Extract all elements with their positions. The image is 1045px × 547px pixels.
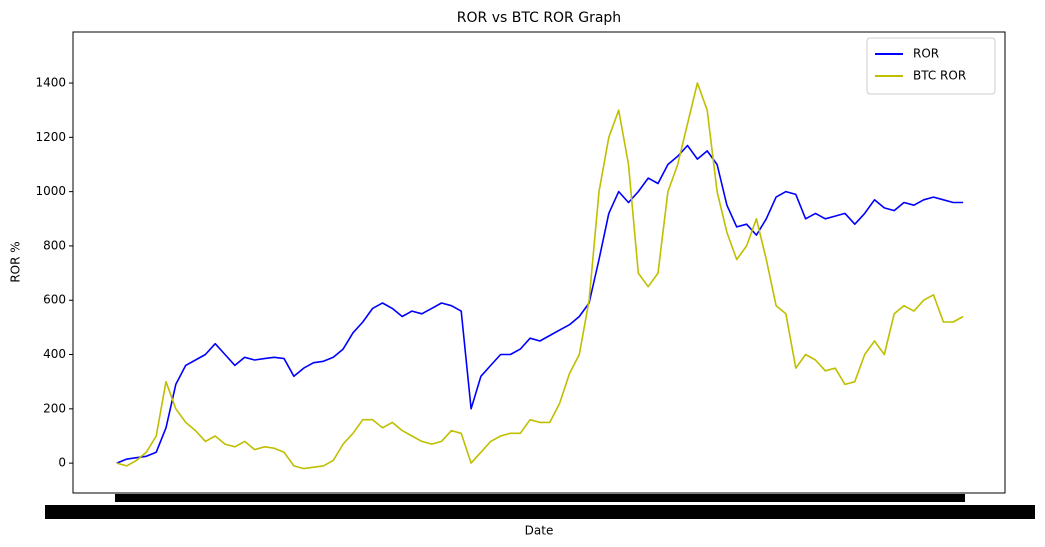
y-tick-label: 1400	[35, 76, 66, 90]
y-tick-label: 1200	[35, 130, 66, 144]
plot-frame	[72, 31, 1006, 494]
line-series	[116, 82, 964, 470]
legend-label: BTC ROR	[913, 69, 966, 83]
y-tick-label: 200	[43, 401, 66, 415]
legend-label: ROR	[913, 47, 939, 61]
x-tick-labels	[45, 505, 1035, 519]
y-tick-label: 800	[43, 238, 66, 252]
legend-box	[866, 37, 996, 95]
x-tick-marks	[115, 494, 965, 502]
y-tick-label: 0	[58, 456, 66, 470]
line-series	[116, 144, 964, 464]
x-axis-label: Date	[525, 524, 554, 538]
y-tick-label: 1000	[35, 184, 66, 198]
y-axis-label: ROR %	[9, 241, 23, 282]
chart-title: ROR vs BTC ROR Graph	[457, 10, 621, 26]
y-tick-label: 400	[43, 347, 66, 361]
y-tick-label: 600	[43, 293, 66, 307]
